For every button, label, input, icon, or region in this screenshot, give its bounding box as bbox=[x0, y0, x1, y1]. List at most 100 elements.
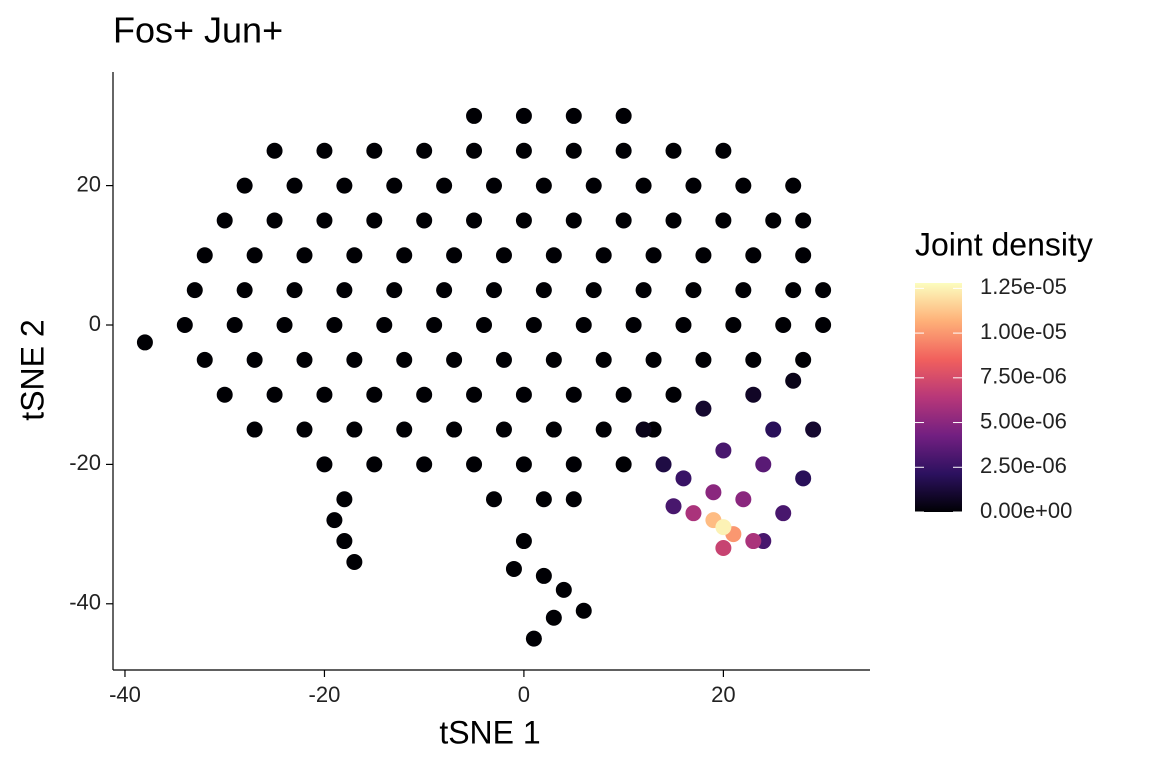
point bbox=[346, 553, 363, 570]
colorbar-tick-label: 2.50e-06 bbox=[980, 453, 1067, 478]
point bbox=[226, 317, 243, 333]
x-tick-label: 0 bbox=[518, 682, 530, 707]
point bbox=[775, 505, 792, 522]
point bbox=[196, 247, 213, 264]
point bbox=[745, 247, 762, 264]
point bbox=[366, 386, 383, 403]
point bbox=[795, 212, 812, 229]
point bbox=[515, 142, 532, 159]
point bbox=[316, 456, 333, 473]
point bbox=[216, 212, 233, 229]
point bbox=[266, 142, 283, 159]
chart-title: Fos+ Jun+ bbox=[113, 10, 283, 51]
point bbox=[346, 421, 363, 438]
point bbox=[665, 498, 682, 515]
point bbox=[336, 533, 353, 550]
x-tick-label: 20 bbox=[711, 682, 735, 707]
point bbox=[296, 351, 313, 368]
point bbox=[386, 282, 403, 299]
point bbox=[565, 386, 582, 403]
point bbox=[625, 317, 642, 333]
colorbar bbox=[915, 283, 962, 512]
point bbox=[485, 491, 502, 508]
point bbox=[236, 177, 253, 194]
x-axis-title: tSNE 1 bbox=[439, 714, 540, 750]
point bbox=[466, 212, 483, 229]
point bbox=[635, 282, 652, 299]
point bbox=[416, 456, 433, 473]
point bbox=[236, 282, 253, 299]
point bbox=[136, 334, 153, 351]
point bbox=[545, 421, 562, 438]
point bbox=[645, 351, 662, 368]
point bbox=[416, 142, 433, 159]
point bbox=[246, 421, 263, 438]
point bbox=[396, 351, 413, 368]
point bbox=[535, 567, 552, 584]
point bbox=[735, 177, 752, 194]
point bbox=[545, 609, 562, 626]
point bbox=[426, 317, 443, 333]
point bbox=[765, 421, 782, 438]
colorbar-tick-label: 0.00e+00 bbox=[980, 498, 1072, 523]
point bbox=[515, 212, 532, 229]
y-tick-label: -20 bbox=[69, 450, 101, 475]
point bbox=[615, 386, 632, 403]
point bbox=[376, 317, 393, 333]
point bbox=[466, 456, 483, 473]
point bbox=[685, 282, 702, 299]
point bbox=[176, 317, 193, 333]
point bbox=[725, 317, 742, 333]
point bbox=[705, 484, 722, 501]
point bbox=[635, 421, 652, 438]
point bbox=[595, 247, 612, 264]
point bbox=[765, 212, 782, 229]
legend-title: Joint density bbox=[915, 226, 1093, 262]
point bbox=[545, 351, 562, 368]
point bbox=[436, 177, 453, 194]
point bbox=[515, 386, 532, 403]
point bbox=[715, 519, 732, 536]
point bbox=[555, 581, 572, 598]
point bbox=[695, 351, 712, 368]
point bbox=[565, 491, 582, 508]
point bbox=[785, 372, 802, 389]
point bbox=[366, 212, 383, 229]
point bbox=[326, 512, 343, 529]
point bbox=[336, 177, 353, 194]
point bbox=[326, 317, 343, 333]
point bbox=[785, 177, 802, 194]
point bbox=[396, 421, 413, 438]
point bbox=[296, 247, 313, 264]
point bbox=[446, 421, 463, 438]
point bbox=[316, 142, 333, 159]
point bbox=[695, 247, 712, 264]
point bbox=[436, 282, 453, 299]
point bbox=[495, 351, 512, 368]
point bbox=[685, 177, 702, 194]
point bbox=[286, 177, 303, 194]
point bbox=[665, 142, 682, 159]
point bbox=[655, 456, 672, 473]
point bbox=[495, 421, 512, 438]
point bbox=[565, 456, 582, 473]
point bbox=[196, 351, 213, 368]
point bbox=[565, 107, 582, 124]
point bbox=[735, 282, 752, 299]
x-tick-label: -40 bbox=[109, 682, 141, 707]
colorbar-tick-label: 5.00e-06 bbox=[980, 408, 1067, 433]
point bbox=[476, 317, 493, 333]
point bbox=[446, 351, 463, 368]
point bbox=[525, 630, 542, 647]
point bbox=[416, 212, 433, 229]
point bbox=[246, 351, 263, 368]
point bbox=[336, 282, 353, 299]
point bbox=[316, 212, 333, 229]
point bbox=[466, 386, 483, 403]
point bbox=[366, 142, 383, 159]
colorbar-tick-label: 1.00e-05 bbox=[980, 319, 1067, 344]
point bbox=[296, 421, 313, 438]
point bbox=[645, 247, 662, 264]
point bbox=[785, 282, 802, 299]
